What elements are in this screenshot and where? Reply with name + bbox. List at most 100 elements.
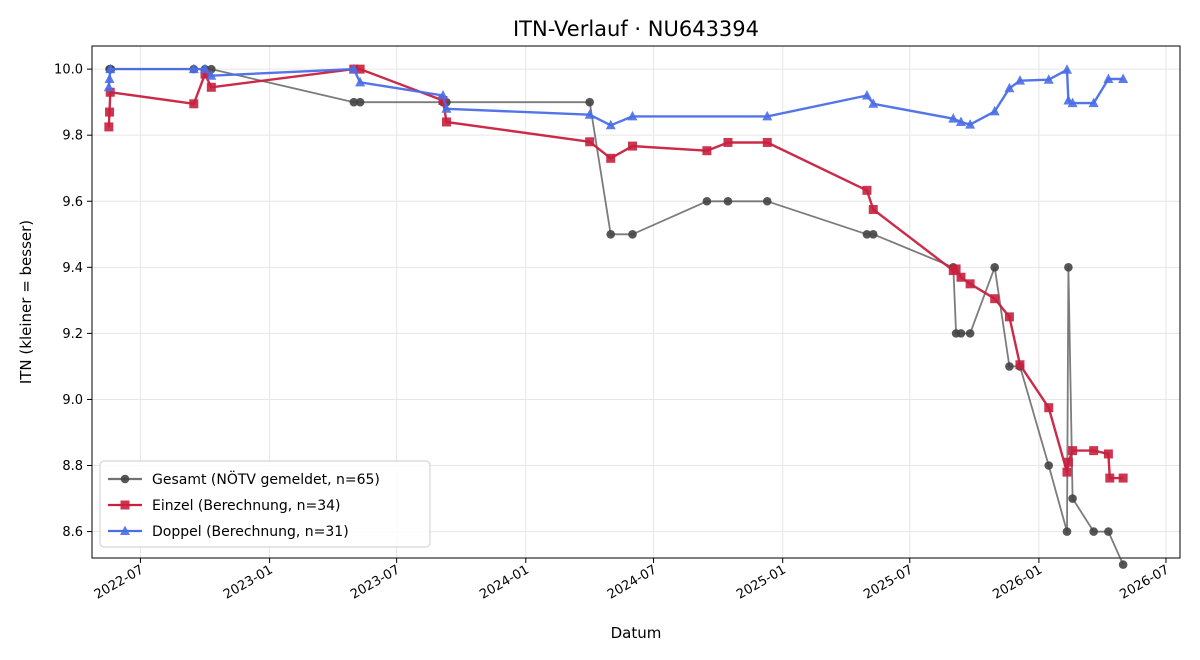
data-point [868,229,878,239]
data-point [105,63,116,74]
data-point [355,64,365,74]
data-point [956,272,966,282]
x-axis-label: Datum [611,624,662,642]
series-square [104,64,1128,483]
y-axis-label: ITN (kleiner = besser) [17,220,35,384]
y-tick-label: 9.2 [62,327,83,342]
data-point [441,103,452,113]
data-point [628,229,637,239]
data-point [349,97,359,107]
x-tick-label: 2022-07 [92,562,147,602]
data-point [1044,461,1054,470]
y-tick-label: 9.4 [62,261,83,276]
data-point [1044,403,1054,413]
x-tick-label: 2024-01 [477,562,532,602]
data-point [1103,449,1113,459]
data-point [1103,73,1114,84]
legend-label: Gesamt (NÖTV gemeldet, n=65) [152,470,380,488]
data-point [188,63,199,74]
data-point [105,107,115,117]
data-point [1088,97,1099,108]
data-point [948,113,959,123]
data-point [104,73,115,84]
data-point [862,185,872,195]
data-point [861,90,872,100]
data-point [189,99,199,109]
legend-item: Doppel (Berechnung, n=31) [108,524,349,540]
data-point [355,76,366,87]
legend-label: Einzel (Berechnung, n=34) [152,498,341,514]
x-tick-label: 2023-07 [348,562,403,602]
x-tick-label: 2025-01 [734,562,789,602]
data-point [1118,473,1128,483]
y-tick-label: 9.0 [62,393,83,408]
x-tick-label: 2023-01 [221,562,276,602]
data-point [965,119,976,129]
data-point [1005,362,1014,371]
data-point [348,63,359,74]
legend-swatch-marker [120,500,130,510]
x-tick-label: 2025-07 [861,562,916,602]
data-point [1067,97,1078,108]
x-tick-label: 2026-07 [1117,562,1172,602]
legend-item: Gesamt (NÖTV gemeldet, n=65) [108,470,380,488]
data-point [762,196,772,206]
data-point [989,105,1000,116]
data-point [1062,467,1072,477]
data-point [1118,560,1128,569]
data-point [1014,75,1025,85]
data-point [956,329,966,338]
data-point [862,229,872,239]
data-point [200,69,210,79]
data-point [200,63,211,74]
data-point [1089,527,1098,536]
data-point [990,294,1000,304]
data-point [627,110,638,121]
legend-item: Einzel (Berechnung, n=34) [108,498,341,514]
y-tick-label: 8.8 [62,459,83,474]
series-layer [103,63,1129,569]
data-point [1063,457,1073,467]
data-point [1015,360,1025,370]
data-point [990,263,999,272]
legend: Gesamt (NÖTV gemeldet, n=65) Einzel (Bere… [99,460,431,548]
data-point [105,87,115,97]
data-point [762,110,773,121]
data-point [868,98,879,108]
data-point [762,137,772,147]
data-point [868,205,878,215]
data-point [965,329,975,338]
data-point [1004,82,1015,93]
series-triangle [103,63,1129,130]
data-point [103,81,114,92]
data-point [606,229,616,239]
data-point [605,119,616,130]
series-line [107,67,1124,480]
data-point [627,141,637,151]
data-point [1089,446,1099,456]
legend-label: Doppel (Berechnung, n=31) [152,524,349,540]
series-line [107,67,1124,127]
legend-box [99,460,431,548]
data-point [1118,73,1129,84]
y-tick-label: 9.8 [62,129,83,144]
y-tick-label: 8.6 [62,525,83,540]
data-point [355,97,365,107]
legend-swatch-marker [120,525,130,535]
data-point [723,196,733,206]
y-tick-label: 10.0 [54,63,83,78]
x-tick-label: 2024-07 [605,562,660,602]
data-point [1104,527,1113,536]
data-point [702,196,712,206]
data-point [585,97,594,107]
data-point [965,279,975,289]
plot-frame [91,45,1181,559]
legend-swatch-marker [120,474,130,484]
data-point [723,137,733,147]
data-point [438,96,448,106]
data-point [606,153,616,163]
data-point [1068,446,1078,456]
data-point [1068,494,1077,503]
data-point [702,146,712,156]
data-point [441,117,451,127]
